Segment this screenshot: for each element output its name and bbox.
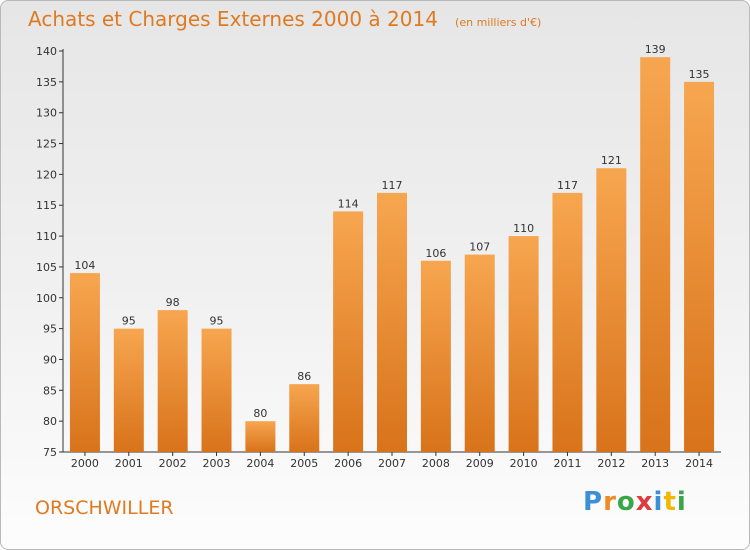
x-tick-label: 2007 [378,457,406,470]
data-label: 135 [689,68,710,81]
bar-2001 [113,328,144,452]
x-tick-label: 2008 [422,457,450,470]
x-tick-label: 2012 [597,457,625,470]
data-label: 98 [166,296,180,309]
logo-letter: r [603,487,617,517]
x-tick-label: 2010 [510,457,538,470]
data-label: 107 [469,241,490,254]
chart-unit: (en milliers d'€) [455,16,542,29]
bar-2012 [596,168,627,452]
bar-2007 [377,192,407,452]
data-label: 106 [425,247,446,260]
logo-letter: P [583,487,604,517]
data-label: 139 [645,43,666,56]
x-tick-label: 2009 [466,457,494,470]
y-tick-label: 135 [36,76,57,89]
x-tick-label: 2003 [203,457,231,470]
data-label: 121 [601,154,622,167]
x-tick-label: 2013 [641,457,669,470]
y-tick-label: 90 [43,353,57,366]
logo-letter: i [676,487,687,517]
y-tick-label: 110 [36,230,57,243]
bar-2004 [245,421,276,452]
x-tick-label: 2006 [334,457,362,470]
y-tick-label: 115 [36,199,57,212]
data-label: 80 [253,407,267,420]
data-label: 117 [382,179,403,192]
bar-2005 [289,384,320,452]
bar-2009 [464,254,495,452]
data-label: 104 [74,259,95,272]
data-label: 95 [210,315,224,328]
data-label: 95 [122,315,136,328]
data-label: 114 [338,197,359,210]
bar-2014 [684,81,715,452]
bar-2010 [508,236,539,452]
logo-letter: i [653,487,664,517]
logo-letter: o [616,487,636,517]
data-label: 117 [557,179,578,192]
y-tick-label: 85 [43,384,57,397]
y-tick-label: 105 [36,261,57,274]
y-tick-label: 75 [43,446,57,459]
bar-2008 [420,260,451,452]
y-tick-label: 125 [36,138,57,151]
proxiti-logo: Proxiti [583,487,687,517]
x-tick-label: 2001 [115,457,143,470]
chart-title: Achats et Charges Externes 2000 à 2014 (… [28,7,541,31]
y-tick-label: 80 [43,415,57,428]
y-tick-label: 120 [36,168,57,181]
commune-name: ORSCHWILLER [35,497,174,519]
y-tick-label: 100 [36,292,57,305]
x-tick-label: 2002 [159,457,187,470]
logo-letter: x [635,487,654,517]
x-tick-label: 2014 [685,457,713,470]
y-tick-label: 95 [43,323,57,336]
bar-2002 [157,310,188,452]
x-tick-label: 2005 [290,457,318,470]
bar-2011 [552,192,583,452]
bar-2013 [640,57,671,453]
chart-title-text: Achats et Charges Externes 2000 à 2014 [28,7,438,31]
y-tick-label: 140 [36,45,57,58]
bar-2003 [201,328,232,452]
bar-2000 [69,273,100,452]
x-tick-label: 2011 [553,457,581,470]
bar-2006 [333,211,364,452]
data-label: 110 [513,222,534,235]
y-tick-label: 130 [36,107,57,120]
x-tick-label: 2004 [246,457,274,470]
logo-letter: t [663,487,677,517]
x-tick-label: 2000 [71,457,99,470]
data-label: 86 [297,370,311,383]
